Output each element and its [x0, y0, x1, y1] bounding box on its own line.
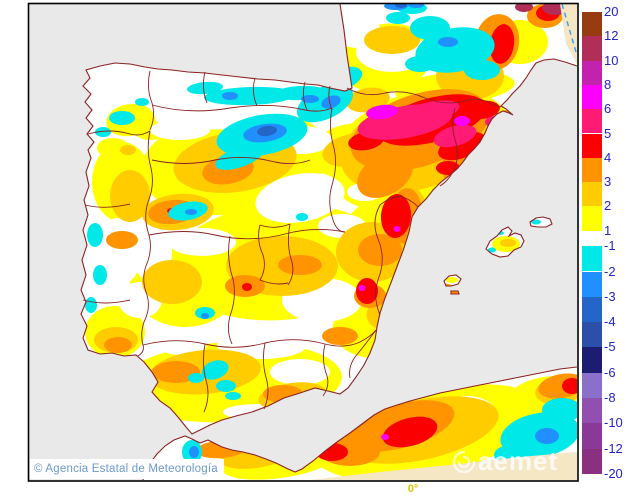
legend-swatch	[582, 423, 602, 449]
legend-swatch	[582, 398, 602, 424]
legend-colorbar: 20 12 10 8 6 5 4 3 2 1 -1 -2 -3 -4 -5 -6 -8 -10 -12 -20	[582, 5, 630, 482]
legend-swatch	[582, 246, 602, 272]
meridian-label: 0°	[407, 483, 419, 495]
legend-swatch	[582, 448, 602, 474]
legend-swatch	[582, 182, 602, 207]
legend-tick-label: -8	[604, 390, 616, 405]
legend-swatch	[582, 36, 602, 61]
legend-tick-label: 4	[604, 149, 612, 165]
legend-tick-label: 1	[604, 222, 612, 238]
legend-tick-label: -3	[604, 288, 616, 304]
legend-tick-label: 3	[604, 174, 612, 190]
coastlines	[80, 4, 577, 480]
legend-swatch	[582, 12, 602, 37]
map-frame	[27, 2, 579, 482]
legend-swatch	[582, 347, 602, 373]
legend-tick-label: 10	[604, 52, 619, 68]
legend-tick-label: -10	[604, 415, 623, 431]
legend-tick-label: -20	[604, 465, 623, 481]
province-borders	[82, 70, 502, 413]
legend-swatch	[582, 322, 602, 348]
legend-tick-label: 2	[604, 198, 612, 214]
legend-tick-label: -1	[604, 238, 616, 254]
legend-swatch	[582, 157, 602, 183]
legend-tick-label: -2	[604, 263, 616, 279]
legend-tick-label: 20	[604, 4, 619, 19]
legend-tick-label: -5	[604, 339, 616, 355]
legend-tick-label: 12	[604, 28, 619, 44]
legend-swatch	[582, 84, 602, 110]
legend-tick-label: -4	[604, 314, 616, 330]
legend-swatch	[582, 60, 602, 85]
attribution: © Agencia Estatal de Meteorología	[30, 459, 224, 479]
legend-swatch	[582, 296, 602, 323]
legend-tick-label: 5	[604, 125, 612, 141]
legend-swatch	[582, 109, 602, 134]
legend-tick-label: 6	[604, 101, 612, 117]
legend-tick-label: 8	[604, 76, 612, 92]
legend-swatch	[582, 133, 602, 158]
legend-swatch	[582, 271, 602, 297]
legend-swatch	[582, 372, 602, 398]
legend-tick-label: -6	[604, 364, 616, 380]
legend-tick-label: -12	[604, 440, 623, 456]
domain-edge-cream	[310, 4, 577, 480]
legend-swatch	[582, 206, 602, 231]
